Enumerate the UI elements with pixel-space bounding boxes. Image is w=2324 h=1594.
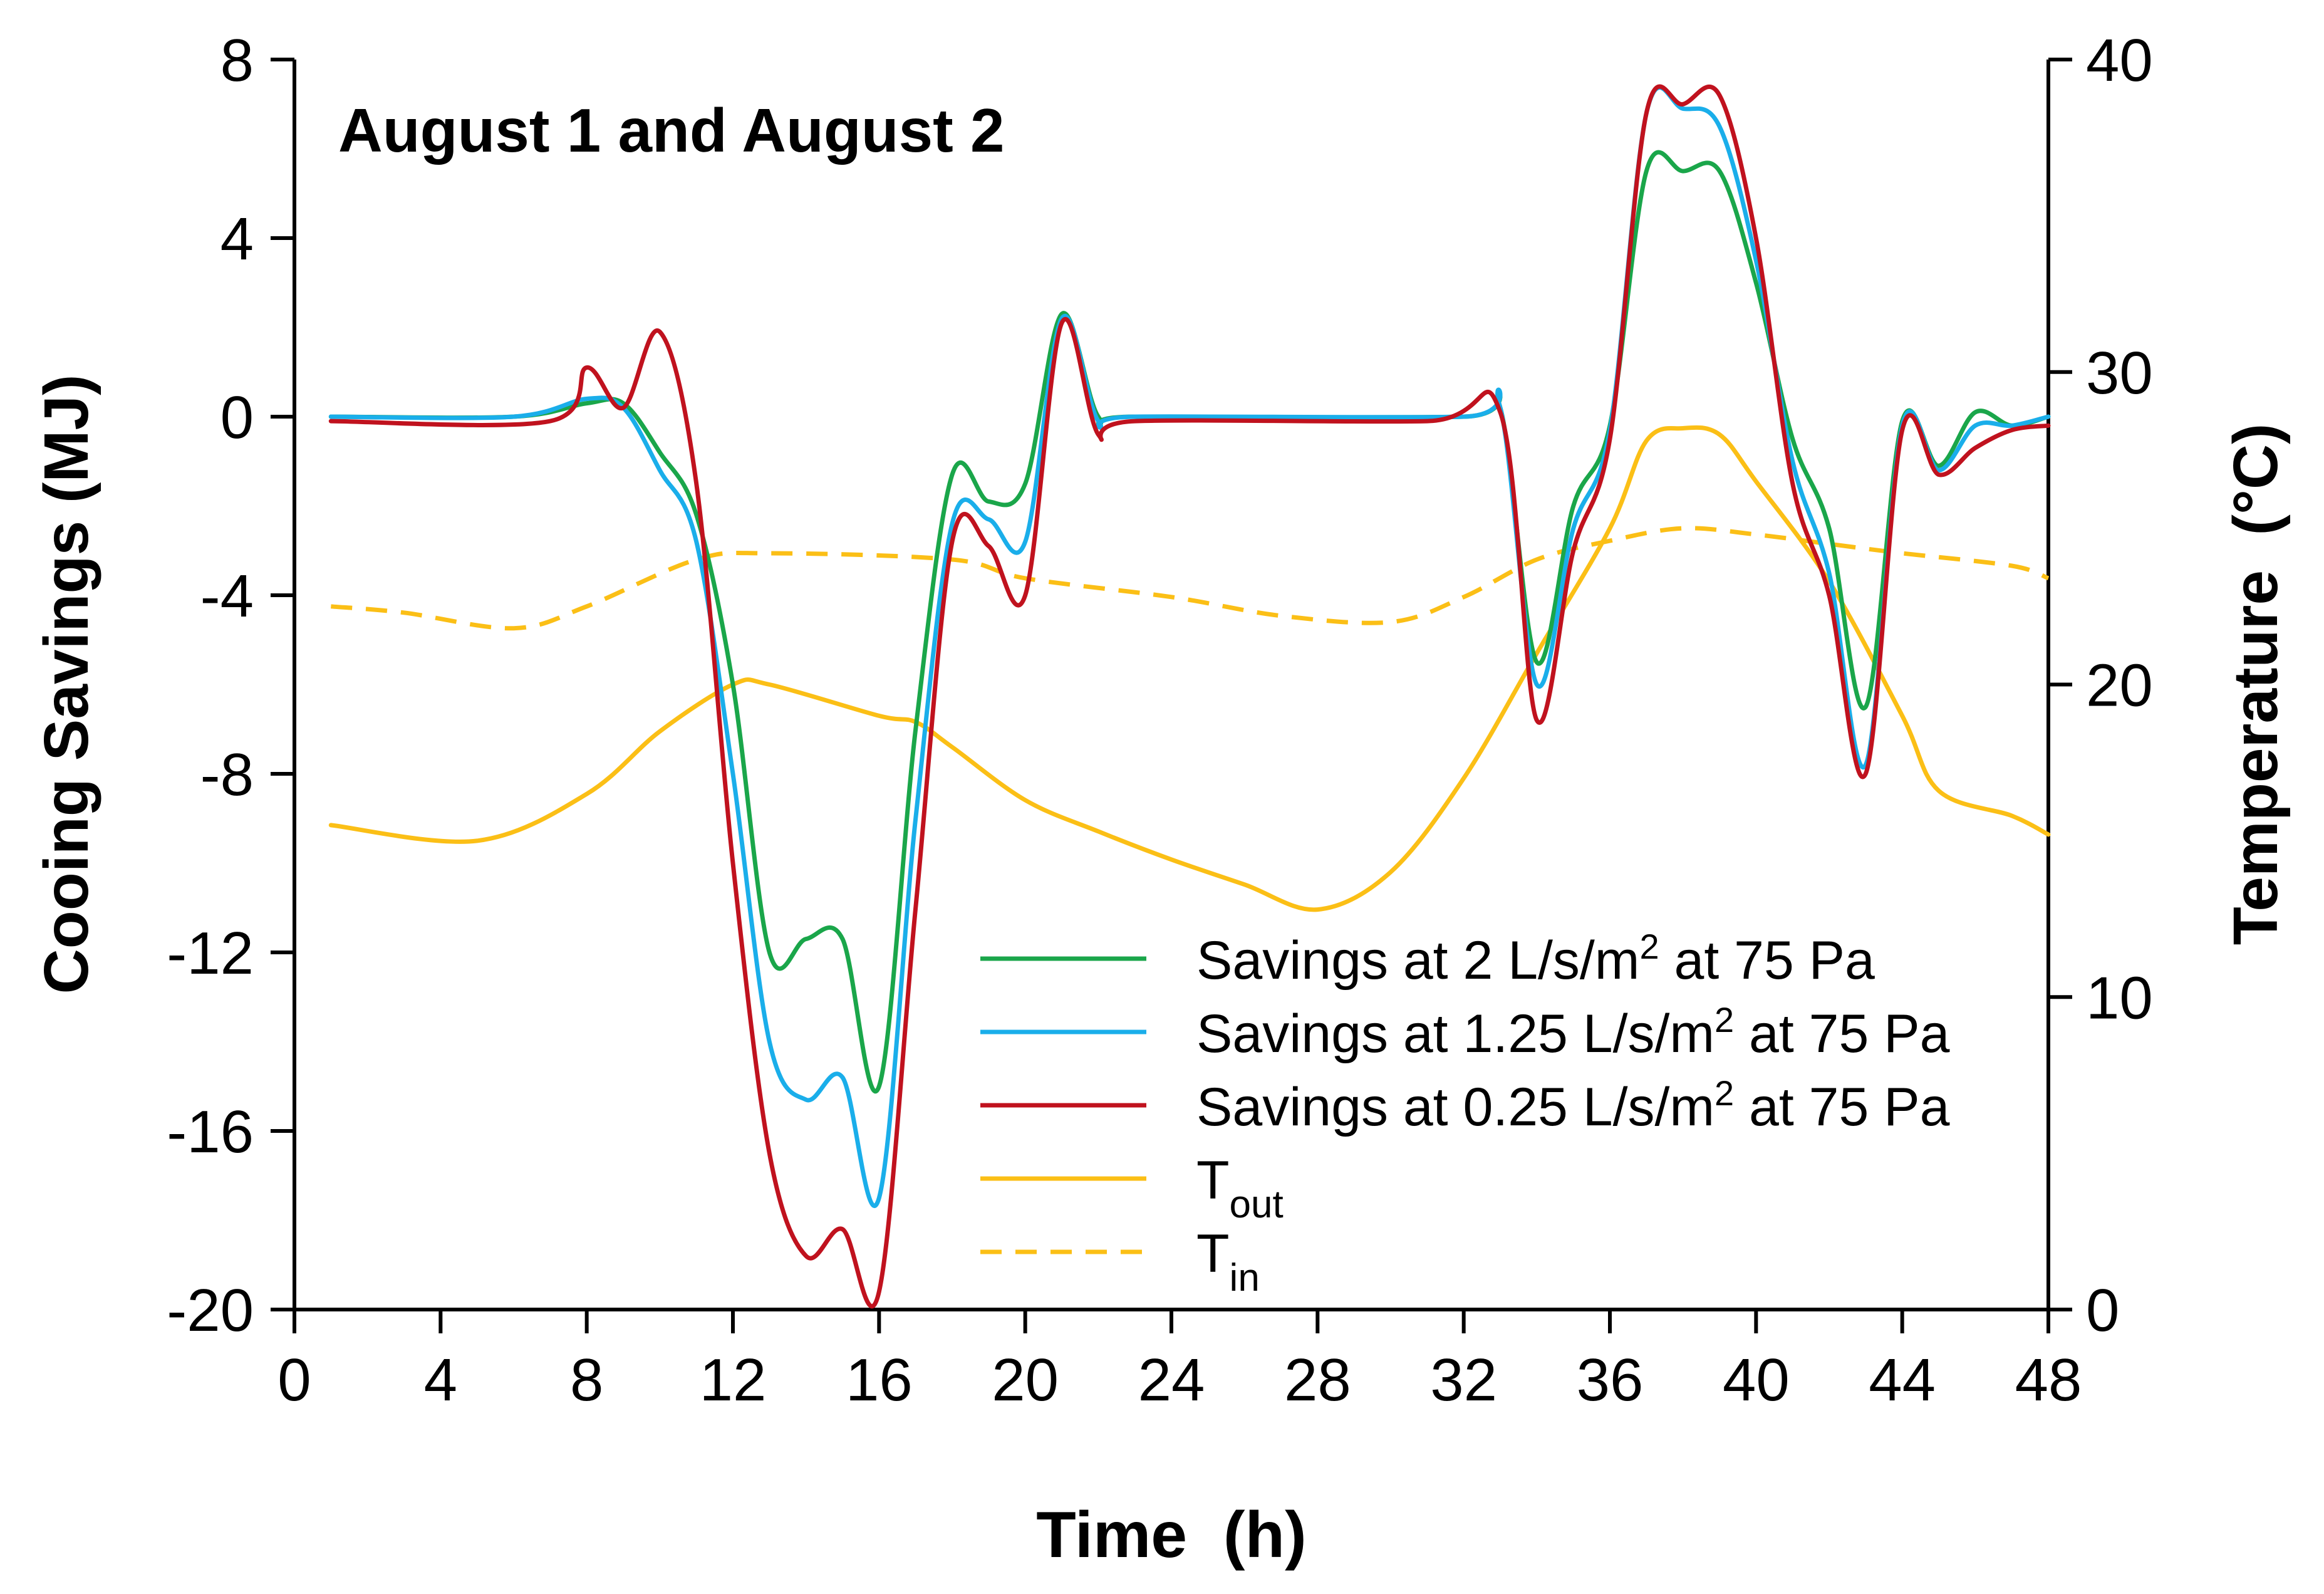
x-tick-label: 48 bbox=[2015, 1347, 2082, 1414]
x-tick-label: 44 bbox=[1869, 1347, 1936, 1414]
x-tick-label: 12 bbox=[700, 1347, 767, 1414]
right-y-tick-label: 10 bbox=[2086, 964, 2153, 1031]
right-y-tick-label: 30 bbox=[2086, 340, 2153, 407]
left-y-tick-label: 8 bbox=[220, 27, 254, 94]
legend-text: T bbox=[1196, 1150, 1230, 1211]
legend-text: at 75 Pa bbox=[1734, 1077, 1949, 1137]
legend-subscript: out bbox=[1230, 1183, 1284, 1226]
left-y-tick-label: -12 bbox=[167, 920, 254, 987]
left-y-tick-label: -8 bbox=[200, 741, 254, 808]
x-axis-ticks: 0 4 8 12 16 20 24 28 32 36 40 44 48 bbox=[278, 1310, 2082, 1414]
left-y-tick-label: 4 bbox=[220, 206, 254, 273]
left-y-tick-label: 0 bbox=[220, 384, 254, 451]
x-tick-label: 0 bbox=[278, 1347, 311, 1414]
legend-text: T bbox=[1196, 1224, 1230, 1284]
right-y-tick-label: 0 bbox=[2086, 1277, 2119, 1344]
left-y-axis-label: Cooing Savings (MJ) bbox=[31, 375, 101, 994]
series-line-3 bbox=[328, 425, 2051, 912]
x-tick-label: 24 bbox=[1138, 1347, 1205, 1414]
x-tick-label: 4 bbox=[424, 1347, 457, 1414]
legend-text: at 75 Pa bbox=[1734, 1004, 1949, 1064]
legend-label-0: Savings at 2 L/s/m2 at 75 Pa bbox=[1196, 927, 1875, 991]
legend-label-3: Tout bbox=[1196, 1150, 1284, 1226]
x-tick-label: 8 bbox=[570, 1347, 603, 1414]
right-y-axis-label: Temperature (°C) bbox=[2221, 424, 2291, 945]
x-axis-label: Time (h) bbox=[1036, 1499, 1306, 1571]
series-line-1 bbox=[328, 85, 2051, 1208]
legend-text: at 75 Pa bbox=[1659, 930, 1875, 991]
chart-title: August 1 and August 2 bbox=[338, 96, 1005, 165]
legend-subscript: in bbox=[1230, 1256, 1260, 1300]
legend-text: Savings at 2 L/s/m bbox=[1196, 930, 1639, 991]
x-tick-label: 32 bbox=[1430, 1347, 1497, 1414]
legend-superscript: 2 bbox=[1714, 1000, 1734, 1039]
right-y-tick-label: 40 bbox=[2086, 27, 2153, 94]
x-tick-label: 20 bbox=[992, 1347, 1059, 1414]
left-y-tick-label: -16 bbox=[167, 1098, 254, 1165]
right-y-tick-label: 20 bbox=[2086, 652, 2153, 719]
legend-label-1: Savings at 1.25 L/s/m2 at 75 Pa bbox=[1196, 1000, 1950, 1064]
legend-text: Savings at 0.25 L/s/m bbox=[1196, 1077, 1714, 1137]
series-lines bbox=[328, 84, 2051, 1309]
legend-label-2: Savings at 0.25 L/s/m2 at 75 Pa bbox=[1196, 1073, 1950, 1137]
legend-superscript: 2 bbox=[1714, 1073, 1734, 1113]
series-line-4 bbox=[330, 526, 2050, 631]
x-tick-label: 28 bbox=[1284, 1347, 1351, 1414]
left-y-tick-label: -20 bbox=[167, 1277, 254, 1344]
left-y-tick-label: -4 bbox=[200, 563, 254, 630]
right-y-axis-ticks: 40 30 20 10 0 bbox=[2048, 27, 2153, 1344]
series-line-2 bbox=[328, 84, 2051, 1309]
legend-text: Savings at 1.25 L/s/m bbox=[1196, 1004, 1714, 1064]
x-tick-label: 40 bbox=[1723, 1347, 1790, 1414]
x-tick-label: 36 bbox=[1577, 1347, 1644, 1414]
legend-superscript: 2 bbox=[1639, 927, 1659, 966]
left-y-axis-ticks: 8 4 0 -4 -8 -12 -16 -20 bbox=[167, 27, 294, 1344]
legend-label-4: Tin bbox=[1196, 1224, 1260, 1300]
x-tick-label: 16 bbox=[846, 1347, 913, 1414]
